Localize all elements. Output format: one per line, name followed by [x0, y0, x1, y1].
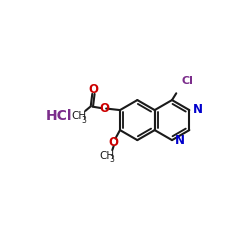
- Text: 3: 3: [81, 116, 86, 124]
- Text: Cl: Cl: [181, 76, 193, 86]
- Text: N: N: [175, 134, 185, 147]
- Text: N: N: [192, 103, 202, 116]
- Text: 3: 3: [110, 155, 115, 164]
- Text: CH: CH: [72, 111, 87, 121]
- Text: O: O: [88, 83, 98, 96]
- Text: CH: CH: [99, 150, 114, 160]
- Text: O: O: [100, 102, 110, 115]
- Text: HCl: HCl: [46, 109, 72, 123]
- Text: O: O: [109, 136, 119, 149]
